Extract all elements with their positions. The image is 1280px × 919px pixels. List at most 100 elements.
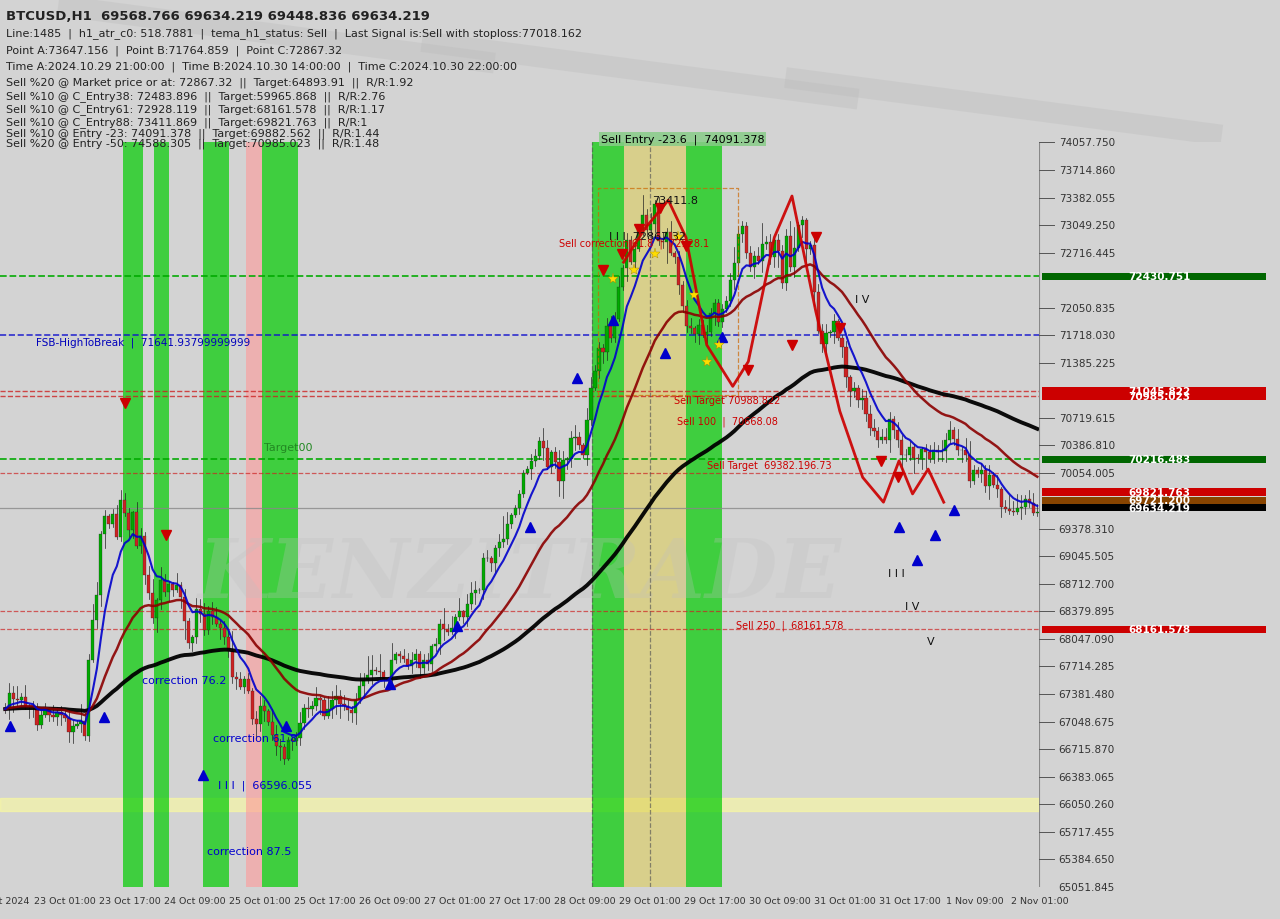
Text: Sell correction 61.8  |  72928.1: Sell correction 61.8 | 72928.1 [559,238,709,248]
Bar [785,236,787,283]
Text: 65717.455: 65717.455 [1059,827,1115,837]
Bar [756,256,760,262]
Bar [123,142,143,887]
Text: 70054.005: 70054.005 [1059,469,1115,479]
Text: Sell %20 @ Entry -50: 74588.305  ||  Target:70985.023  ||  R/R:1.48: Sell %20 @ Entry -50: 74588.305 || Targe… [6,138,380,149]
Bar [609,327,613,339]
Text: Sell %10 @ Entry -23: 74091.378  ||  Target:69882.562  ||  R/R:1.44: Sell %10 @ Entry -23: 74091.378 || Targe… [6,128,380,139]
Bar [12,693,15,699]
Text: 73714.860: 73714.860 [1059,165,1115,176]
Bar [202,142,229,887]
Bar [51,716,55,718]
Bar [298,723,302,738]
Bar [545,448,549,468]
Bar [1024,499,1027,508]
Bar [215,618,218,624]
Text: Sell %20 @ Market price or at: 72867.32  ||  Target:64893.91  ||  R/R:1.92: Sell %20 @ Market price or at: 72867.32 … [6,77,413,87]
Bar [227,638,230,652]
Bar [685,307,689,326]
Bar [498,542,500,549]
Bar [175,585,178,590]
Bar [502,539,504,542]
Bar [605,327,608,352]
Text: correction 76.2: correction 76.2 [142,675,227,686]
Bar [64,715,67,718]
Text: I I I  72867.32: I I I 72867.32 [609,232,686,242]
Bar [913,448,915,459]
Text: 27 Oct 01:00: 27 Oct 01:00 [424,896,485,905]
Bar [1007,509,1011,511]
Text: 66383.065: 66383.065 [1059,772,1115,782]
Bar [79,721,82,724]
FancyBboxPatch shape [1042,626,1266,633]
Bar [621,268,625,288]
Bar [426,660,429,664]
Bar [773,241,776,257]
Text: 28 Oct 09:00: 28 Oct 09:00 [554,896,616,905]
FancyBboxPatch shape [1042,489,1266,496]
Bar [387,680,389,681]
Text: 2 Nov 01:00: 2 Nov 01:00 [1010,896,1069,905]
Bar [72,726,74,732]
Bar [442,624,445,630]
Bar [140,537,142,547]
Bar [692,329,696,335]
Bar [311,706,314,709]
Bar [849,378,851,391]
Text: 73049.250: 73049.250 [1059,221,1115,231]
Bar [864,399,868,414]
Bar [143,537,146,575]
FancyBboxPatch shape [1042,273,1266,280]
Bar [390,661,393,681]
Bar [1011,511,1015,513]
Text: 73411.8: 73411.8 [653,196,699,206]
Text: 74057.750: 74057.750 [1059,138,1115,147]
Bar [841,338,844,347]
Bar [191,638,195,643]
Bar [266,711,270,722]
Bar [817,292,819,332]
Bar [183,597,186,621]
Bar [19,697,23,700]
Text: 27 Oct 17:00: 27 Oct 17:00 [489,896,550,905]
Bar [677,257,680,286]
Bar [91,620,95,660]
Bar [23,697,27,706]
Bar [669,233,672,254]
Bar [984,471,987,487]
Bar [598,348,600,372]
Bar [481,559,485,591]
Bar [800,221,804,226]
Bar [172,584,174,590]
Text: Sell %10 @ C_Entry61: 72928.119  ||  Target:68161.578  ||  R/R:1.17: Sell %10 @ C_Entry61: 72928.119 || Targe… [6,104,385,115]
Bar [351,710,353,713]
Bar [445,630,449,632]
Bar [896,431,900,440]
Bar [573,437,576,438]
Bar [745,227,748,254]
Bar [47,709,51,716]
Bar [330,700,334,709]
Text: 1 Nov 09:00: 1 Nov 09:00 [946,896,1004,905]
Bar [956,440,959,450]
Bar [538,441,540,457]
Bar [749,254,751,268]
Bar [326,709,329,716]
Bar [422,660,425,668]
Text: 69634.219: 69634.219 [1129,503,1190,513]
Bar [653,204,657,224]
Text: 69378.310: 69378.310 [1059,524,1115,534]
Bar [872,429,876,432]
Bar [262,142,298,887]
Bar [398,654,402,656]
Bar [449,629,453,632]
Bar [892,420,896,431]
Text: 69721.200: 69721.200 [1129,496,1190,505]
Text: 29 Oct 17:00: 29 Oct 17:00 [684,896,745,905]
Bar [909,448,911,456]
Bar [40,715,42,725]
Bar [721,310,724,323]
Bar [319,698,321,700]
Bar [788,236,792,267]
Text: Line:1485  |  h1_atr_c0: 518.7881  |  tema_h1_status: Sell  |  Last Signal is:Se: Line:1485 | h1_atr_c0: 518.7881 | tema_h… [6,28,582,40]
